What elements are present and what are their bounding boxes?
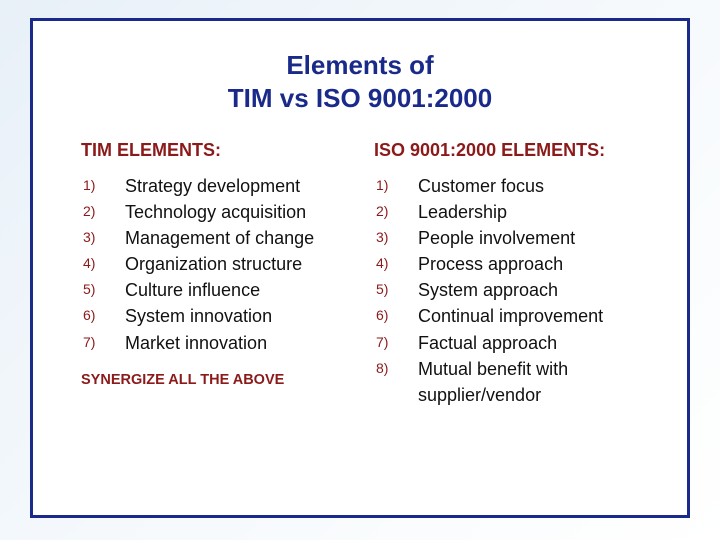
list-item: Strategy development [81, 173, 346, 199]
list-item: Leadership [374, 199, 639, 225]
left-list: Strategy development Technology acquisit… [81, 173, 346, 356]
left-footer: SYNERGIZE ALL THE ABOVE [81, 372, 346, 388]
list-item: Process approach [374, 251, 639, 277]
right-list: Customer focus Leadership People involve… [374, 173, 639, 408]
list-item: Management of change [81, 225, 346, 251]
right-heading: ISO 9001:2000 ELEMENTS: [374, 140, 639, 161]
list-item: System approach [374, 277, 639, 303]
slide-title: Elements of TIM vs ISO 9001:2000 [81, 49, 639, 114]
list-item: Mutual benefit with supplier/vendor [374, 356, 639, 408]
left-heading: TIM ELEMENTS: [81, 140, 346, 161]
title-line-2: TIM vs ISO 9001:2000 [228, 83, 492, 113]
list-item: Technology acquisition [81, 199, 346, 225]
right-column: ISO 9001:2000 ELEMENTS: Customer focus L… [374, 140, 639, 408]
title-line-1: Elements of [286, 50, 433, 80]
slide-frame: Elements of TIM vs ISO 9001:2000 TIM ELE… [30, 18, 690, 518]
columns: TIM ELEMENTS: Strategy development Techn… [81, 140, 639, 408]
list-item: System innovation [81, 303, 346, 329]
list-item: Customer focus [374, 173, 639, 199]
list-item: Organization structure [81, 251, 346, 277]
list-item: People involvement [374, 225, 639, 251]
list-item: Culture influence [81, 277, 346, 303]
left-column: TIM ELEMENTS: Strategy development Techn… [81, 140, 346, 408]
list-item: Market innovation [81, 330, 346, 356]
list-item: Continual improvement [374, 303, 639, 329]
list-item: Factual approach [374, 330, 639, 356]
